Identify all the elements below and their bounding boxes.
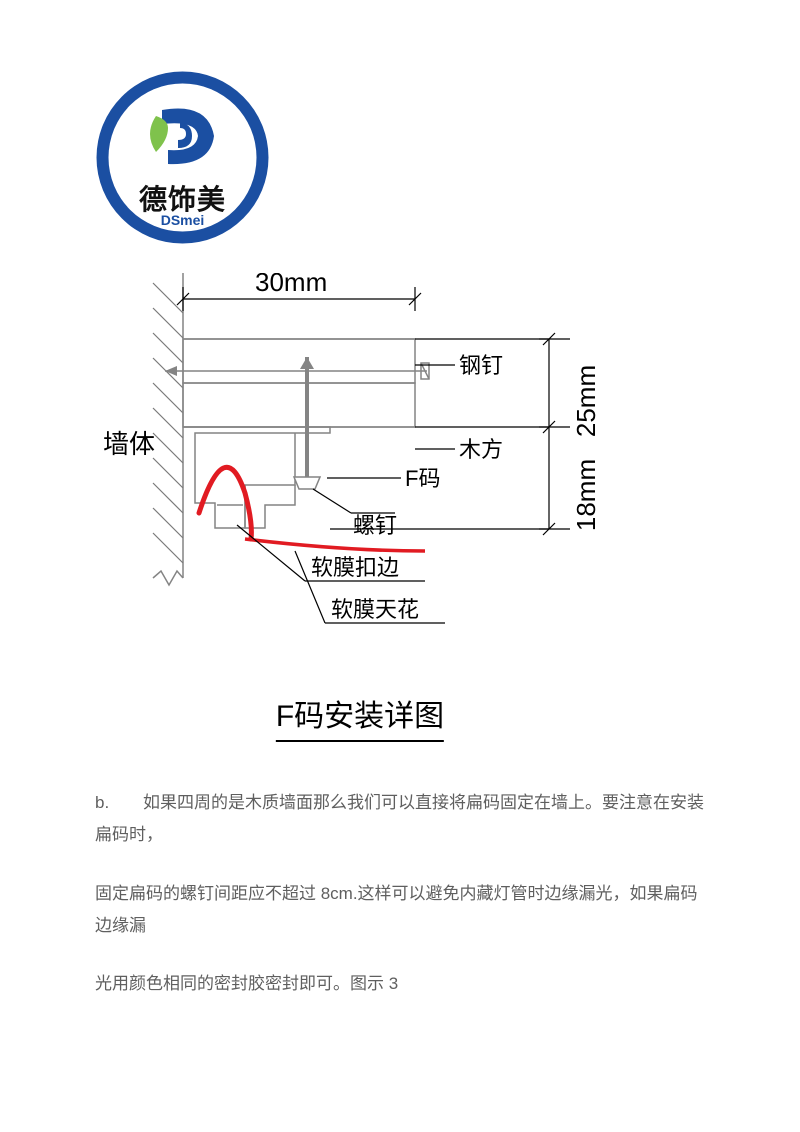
label-nail: 钢钉 [459, 353, 503, 378]
label-fasten-edge: 软膜扣边 [311, 555, 399, 580]
brand-logo: 德饰美 DSmei [95, 70, 270, 245]
soft-film-ceiling-line [245, 539, 425, 551]
paragraph-2: 固定扁码的螺钉间距应不超过 8cm.这样可以避免内藏灯管时边缘漏光，如果扁码边缘… [95, 878, 705, 943]
f-code-diagram: 墙体 30mm [95, 273, 625, 739]
logo-text-en: DSmei [95, 212, 270, 228]
logo-mark-icon [138, 102, 228, 172]
diagram-title: F码安装详图 [276, 691, 444, 739]
dim-right-lower: 18mm [571, 459, 601, 531]
wood-block [183, 339, 415, 427]
dim-top: 30mm [177, 273, 421, 311]
paragraph-3: 光用颜色相同的密封胶密封即可。图示 3 [95, 968, 705, 1000]
label-wall: 墙体 [103, 429, 155, 459]
wall-hatch [153, 273, 183, 585]
label-screw: 螺钉 [353, 513, 397, 538]
list-letter-b: b. [95, 787, 143, 819]
paragraph-1: b.如果四周的是木质墙面那么我们可以直接将扁码固定在墙上。要注意在安装扁码时， [95, 787, 705, 852]
steel-nail [165, 363, 429, 379]
leaders: 钢钉 木方 F码 螺钉 软膜扣边 软膜天花 [237, 353, 503, 623]
dim-top-text: 30mm [255, 273, 327, 297]
paragraph-1-text: 如果四周的是木质墙面那么我们可以直接将扁码固定在墙上。要注意在安装扁码时， [95, 793, 704, 844]
dim-right-upper: 25mm [571, 365, 601, 437]
label-wood: 木方 [459, 437, 503, 462]
label-fcode: F码 [405, 466, 440, 491]
label-ceiling: 软膜天花 [331, 597, 419, 622]
screw [294, 357, 320, 489]
diagram-svg: 墙体 30mm [95, 273, 625, 673]
body-text: b.如果四周的是木质墙面那么我们可以直接将扁码固定在墙上。要注意在安装扁码时， … [95, 787, 705, 1000]
